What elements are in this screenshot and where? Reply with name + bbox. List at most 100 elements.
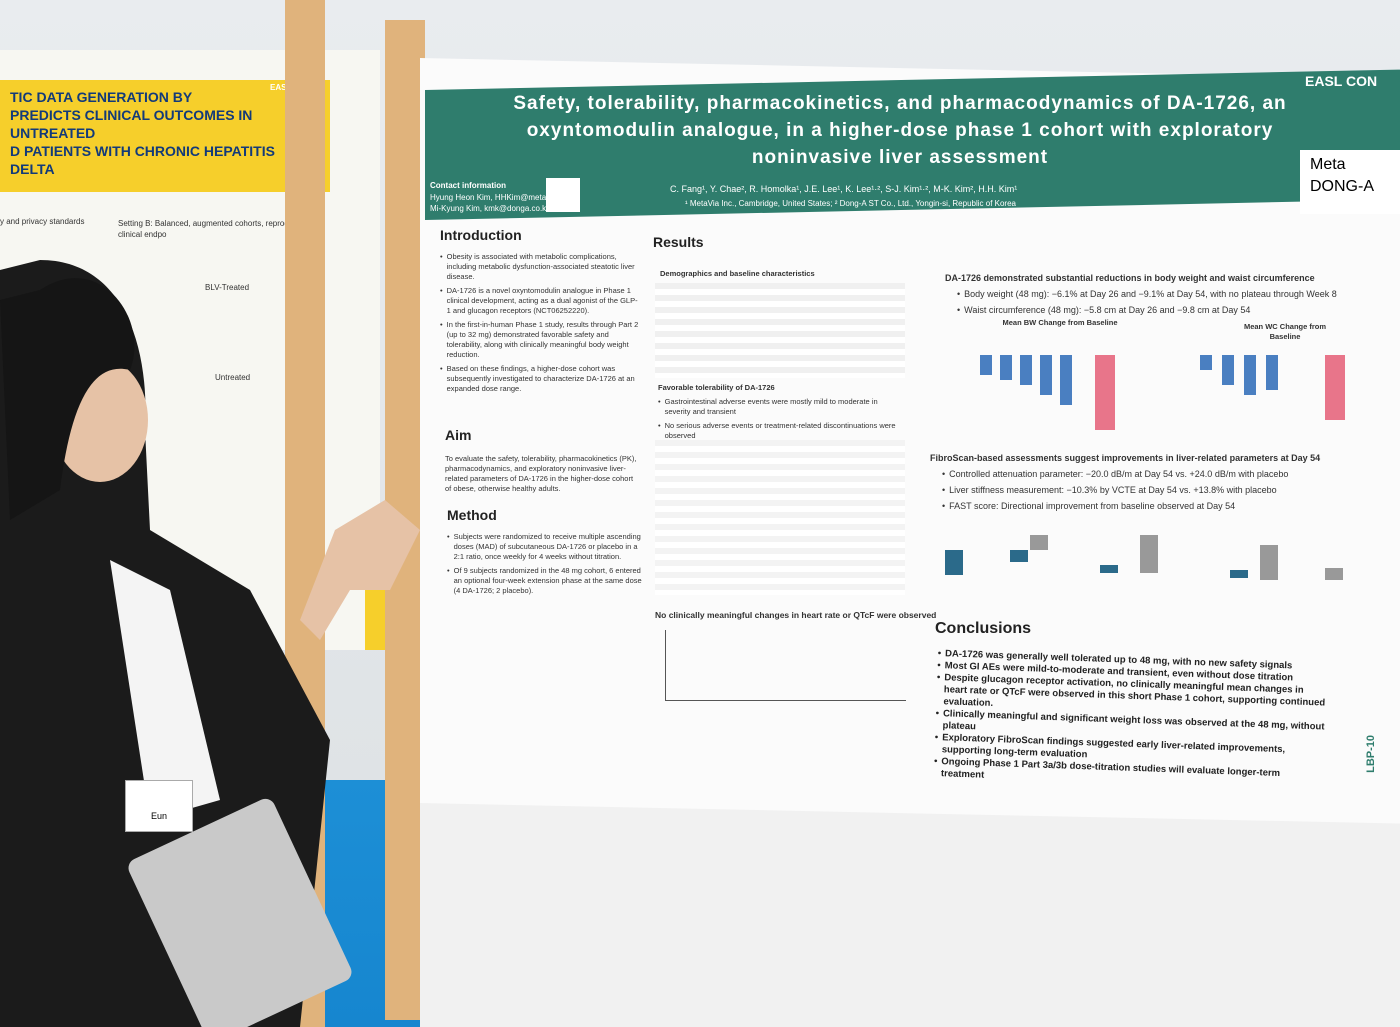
subheading: Favorable tolerability of DA-1726 <box>658 383 775 392</box>
bullet-item: • Liver stiffness measurement: −10.3% by … <box>942 484 1370 496</box>
left-logo: EASL <box>270 83 292 92</box>
left-section: y and privacy standards <box>0 217 85 226</box>
bullet-item-text: Body weight (48 mg): −6.1% at Day 26 and… <box>964 289 1337 299</box>
bar-charts <box>980 355 1345 430</box>
title-line-text: D PATIENTS WITH CHRONIC HEPATITIS DELTA <box>10 143 275 177</box>
logo: DONG-A <box>1310 178 1374 195</box>
left-poster-title: TIC DATA GENERATION BY PREDICTS CLINICAL … <box>0 80 330 192</box>
bullet: • <box>934 731 939 744</box>
panel-label: BLV-Treated <box>205 283 250 292</box>
bullet: • <box>957 289 961 299</box>
bullet: • <box>942 469 946 479</box>
bullet-item: • Waist circumference (48 mg): −5.8 cm at… <box>957 304 1375 316</box>
conclusions-list: • DA-1726 was generally well tolerated up… <box>933 648 1327 794</box>
logo: Meta <box>1310 156 1346 173</box>
authors: C. Fang¹, Y. Chae², R. Homolka¹, J.E. Le… <box>670 184 1018 194</box>
contact-line-text: Hyung Heon Kim, HHKim@metaviatx.com <box>430 193 580 202</box>
aim-text: To evaluate the safety, tolerability, ph… <box>445 454 637 493</box>
results: Results <box>653 234 704 250</box>
bullet-item-text: Waist circumference (48 mg): −5.8 cm at … <box>964 305 1251 315</box>
presenter <box>0 260 420 1027</box>
chart-title: Mean WC Change from Baseline <box>1243 322 1327 341</box>
bullet-item: • Obesity is associated with metabolic co… <box>440 252 640 282</box>
conclusions: Conclusions <box>935 620 1031 638</box>
bullet: • <box>935 707 940 720</box>
bullet-item: • Gastrointestinal adverse events were mo… <box>658 397 898 417</box>
chart-placeholder <box>665 630 906 701</box>
bullet-item: • Of 9 subjects randomized in the 48 mg c… <box>447 566 642 596</box>
panel-label: Untreated <box>215 373 251 382</box>
bullet-item: • Based on these findings, a higher-dose … <box>440 364 640 394</box>
fibroscan: FibroScan-based assessments suggest impr… <box>930 452 1370 516</box>
bullet: • <box>440 320 443 329</box>
left-section: Setting B: Balanced, augmented cohorts, … <box>118 219 308 239</box>
table <box>655 283 905 378</box>
weight: DA-1726 demonstrated substantial reducti… <box>945 272 1375 320</box>
bullet-item-text: Gastrointestinal adverse events were mos… <box>664 397 878 416</box>
bullet: • <box>937 659 941 672</box>
logo: EASL CON <box>1305 73 1378 89</box>
bullet-item-text: Liver stiffness measurement: −10.3% by V… <box>949 485 1277 495</box>
bullet: • <box>440 252 443 261</box>
bullet-item-text: Controlled attenuation parameter: −20.0 … <box>949 469 1289 479</box>
bullet: • <box>658 397 661 406</box>
poster-title: Safety, tolerability, pharmacokinetics, … <box>513 93 1287 168</box>
heading: Conclusions <box>935 620 1032 637</box>
bullet-item-text: Of 9 subjects randomized in the 48 mg co… <box>453 566 642 595</box>
bullet-item: • In the first-in-human Phase 1 study, re… <box>440 320 640 360</box>
bullet-item: • FAST score: Directional improvement fro… <box>942 500 1370 512</box>
table <box>655 440 905 595</box>
title-line: TIC DATA GENERATION BY <box>10 88 320 106</box>
heading: Introduction <box>440 227 522 243</box>
contact-line: Hyung Heon Kim, HHKim@metaviatx.com <box>430 192 580 203</box>
bullet-item: • Body weight (48 mg): −6.1% at Day 26 an… <box>957 288 1375 300</box>
contact-line-text: Mi-Kyung Kim, kmk@donga.co.kr <box>430 204 549 213</box>
poster-code: LBP-10 <box>1365 735 1377 773</box>
aim: Aim To evaluate the safety, tolerability,… <box>445 427 640 498</box>
title-line-text: PREDICTS CLINICAL OUTCOMES IN UNTREATED <box>10 107 253 141</box>
affiliations: ¹ MetaVia Inc., Cambridge, United States… <box>685 199 1016 208</box>
heading: Results <box>653 234 704 250</box>
title-line-text: TIC DATA GENERATION BY <box>10 89 193 105</box>
bullet: • <box>937 648 942 660</box>
board-panel <box>420 800 1400 1027</box>
subheading: FibroScan-based assessments suggest impr… <box>930 453 1321 463</box>
bullet: • <box>447 566 450 575</box>
introduction: Introduction • Obesity is associated with … <box>440 227 640 398</box>
chart-title: Mean BW Change from Baseline <box>1002 318 1118 327</box>
contact-heading: Contact information <box>430 181 506 190</box>
bullet: • <box>447 532 450 541</box>
bullet: • <box>440 364 443 373</box>
fibroscan-charts <box>945 535 1343 580</box>
bullet: • <box>936 671 941 684</box>
bullet-item: • No serious adverse events or treatment-… <box>658 421 898 441</box>
name-badge: Eun <box>125 780 193 832</box>
heading: Aim <box>445 427 472 443</box>
bullet-item-text: In the first-in-human Phase 1 study, res… <box>446 320 639 359</box>
bullet: • <box>942 501 946 511</box>
bullet: • <box>957 305 961 315</box>
title-line: D PATIENTS WITH CHRONIC HEPATITIS DELTA <box>10 142 320 178</box>
contact-line: Mi-Kyung Kim, kmk@donga.co.kr <box>430 203 580 214</box>
bullet-item: • Subjects were randomized to receive mul… <box>447 532 642 562</box>
title-line: PREDICTS CLINICAL OUTCOMES IN UNTREATED <box>10 106 320 142</box>
logo-box: Meta DONG-A <box>1300 150 1400 214</box>
bullet-item-text: Based on these findings, a higher-dose c… <box>446 364 635 393</box>
bullet-item: • DA-1726 is a novel oxyntomodulin analog… <box>440 286 640 316</box>
heading: Method <box>447 507 497 523</box>
qr-code <box>546 178 580 212</box>
bullet-item: • Controlled attenuation parameter: −20.0… <box>942 468 1370 480</box>
bullet-item-text: Subjects were randomized to receive mult… <box>453 532 641 561</box>
bullet-item-text: DA-1726 is a novel oxyntomodulin analogu… <box>446 286 638 315</box>
contact: Hyung Heon Kim, HHKim@metaviatx.com Mi-Ky… <box>430 192 580 214</box>
subheading: DA-1726 demonstrated substantial reducti… <box>945 273 1315 283</box>
bullet: • <box>658 421 661 430</box>
bullet: • <box>933 755 938 768</box>
tolerability: Favorable tolerability of DA-1726 • Gastro… <box>658 383 898 445</box>
bullet-item-text: No serious adverse events or treatment-r… <box>664 421 896 440</box>
bullet-item-text: Obesity is associated with metabolic com… <box>446 252 635 281</box>
subheading: Demographics and baseline characteristic… <box>660 269 815 278</box>
bullet: • <box>942 485 946 495</box>
bullet: • <box>440 286 443 295</box>
